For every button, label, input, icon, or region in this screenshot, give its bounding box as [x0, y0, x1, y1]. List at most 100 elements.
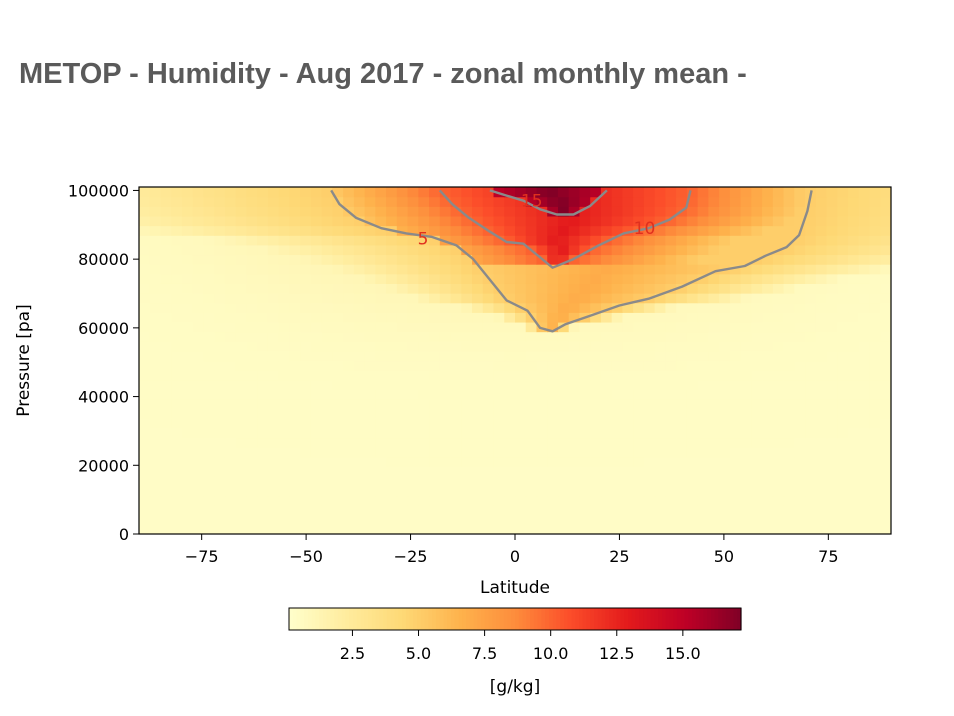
heatmap-cell	[139, 196, 151, 207]
heatmap-cell	[439, 437, 452, 448]
heatmap-cell	[869, 437, 881, 448]
heatmap-cell	[353, 379, 366, 391]
heatmap-cell	[289, 350, 301, 362]
heatmap-cell	[633, 360, 645, 371]
heatmap-cell	[203, 370, 215, 381]
heatmap-cell	[224, 485, 237, 497]
heatmap-cell	[697, 399, 709, 410]
heatmap-cell	[257, 312, 269, 323]
heatmap-cell	[149, 302, 162, 313]
heatmap-cell	[622, 485, 634, 497]
heatmap-cell	[386, 379, 398, 391]
heatmap-cell	[429, 437, 441, 448]
heatmap-cell	[515, 360, 527, 371]
heatmap-cell	[171, 225, 183, 236]
heatmap-cell	[568, 360, 581, 371]
heatmap-cell	[547, 273, 559, 284]
colorbar-swatch	[601, 608, 606, 630]
heatmap-cell	[139, 456, 151, 468]
colorbar-swatch	[586, 608, 591, 630]
colorbar-swatch	[567, 608, 573, 630]
heatmap-cell	[439, 379, 452, 391]
heatmap-cell	[622, 408, 634, 419]
heatmap-cell	[429, 389, 441, 400]
heatmap-cell	[321, 254, 333, 265]
heatmap-cell	[149, 370, 162, 381]
colorbar-swatch	[507, 608, 512, 630]
heatmap-cell	[547, 264, 559, 275]
heatmap-cell	[858, 399, 871, 410]
heatmap-cell	[568, 264, 581, 275]
heatmap-cell	[235, 196, 248, 207]
heatmap-cell	[665, 225, 677, 236]
heatmap-cell	[407, 476, 419, 487]
heatmap-cell	[600, 370, 613, 381]
heatmap-cell	[762, 341, 774, 352]
heatmap-cell	[461, 235, 473, 246]
heatmap-cell	[858, 360, 871, 371]
heatmap-cell	[472, 447, 484, 458]
heatmap-cell	[353, 350, 366, 362]
heatmap-cell	[557, 225, 570, 236]
heatmap-cell	[676, 235, 688, 246]
heatmap-cell	[418, 206, 430, 217]
heatmap-cell	[472, 196, 484, 207]
heatmap-cell	[783, 273, 795, 284]
heatmap-cell	[181, 312, 194, 323]
heatmap-cell	[321, 437, 333, 448]
heatmap-cell	[139, 215, 151, 227]
heatmap-cell	[515, 418, 527, 429]
heatmap-cell	[171, 312, 183, 323]
heatmap-cell	[654, 418, 666, 429]
heatmap-cell	[772, 524, 785, 534]
heatmap-cell	[643, 437, 656, 448]
heatmap-cell	[149, 321, 162, 333]
heatmap-cell	[450, 485, 462, 497]
heatmap-cell	[686, 235, 699, 246]
colorbar-swatch	[571, 608, 576, 630]
heatmap-cell	[633, 273, 645, 284]
heatmap-cell	[321, 485, 333, 497]
heatmap-cell	[149, 466, 162, 477]
heatmap-cell	[149, 283, 162, 294]
heatmap-cell	[418, 331, 430, 342]
heatmap-cell	[375, 331, 387, 342]
heatmap-cell	[257, 244, 269, 256]
heatmap-cell	[805, 360, 817, 371]
heatmap-cell	[697, 505, 709, 516]
heatmap-cell	[633, 264, 645, 275]
heatmap-cell	[515, 273, 527, 284]
heatmap-cell	[611, 408, 624, 419]
heatmap-cell	[686, 485, 699, 497]
heatmap-cell	[224, 524, 237, 534]
heatmap-cell	[729, 225, 742, 236]
heatmap-cell	[525, 331, 538, 342]
heatmap-cell	[858, 235, 871, 246]
heatmap-cell	[203, 456, 215, 468]
heatmap-cell	[848, 437, 860, 448]
heatmap-cell	[751, 264, 763, 275]
heatmap-cell	[848, 360, 860, 371]
colorbar-label: [g/kg]	[490, 677, 540, 697]
heatmap-cell	[729, 399, 742, 410]
heatmap-cell	[557, 418, 570, 429]
heatmap-cell	[547, 215, 559, 227]
heatmap-cell	[235, 360, 248, 371]
heatmap-cell	[171, 437, 183, 448]
heatmap-cell	[149, 360, 162, 371]
colorbar-swatch	[515, 608, 520, 630]
heatmap-cell	[139, 312, 151, 323]
heatmap-cell	[332, 215, 344, 227]
colorbar-swatch	[575, 608, 580, 630]
heatmap-cell	[203, 427, 215, 439]
heatmap-cell	[880, 235, 891, 246]
heatmap-cell	[729, 215, 742, 227]
heatmap-cell	[332, 437, 344, 448]
heatmap-cell	[837, 379, 849, 391]
heatmap-cell	[407, 302, 419, 313]
heatmap-cell	[504, 495, 516, 506]
heatmap-cell	[697, 418, 709, 429]
heatmap-cell	[600, 408, 613, 419]
heatmap-cell	[289, 418, 301, 429]
heatmap-cell	[719, 399, 731, 410]
